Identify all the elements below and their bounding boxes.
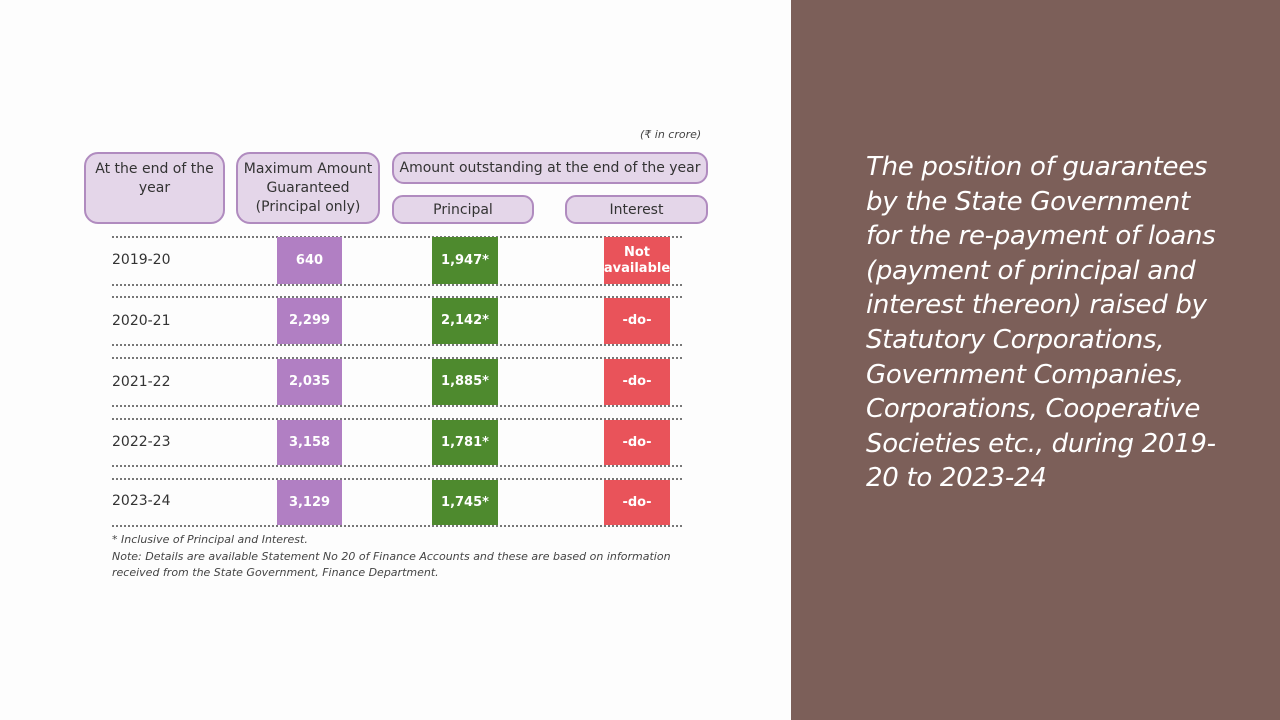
- row-divider: [112, 465, 682, 467]
- header-principal: Principal: [392, 195, 534, 224]
- table-panel: (₹ in crore) At the end of the year Maxi…: [84, 128, 708, 582]
- description-text: The position of guarantees by the State …: [866, 152, 1216, 494]
- row-divider: [112, 357, 682, 359]
- principal-cell: 1,781*: [432, 420, 498, 465]
- footnote-note: Note: Details are available Statement No…: [112, 549, 671, 580]
- row-divider: [112, 236, 682, 238]
- header-max-amount: Maximum Amount Guaranteed (Principal onl…: [236, 152, 380, 224]
- header-interest: Interest: [565, 195, 708, 224]
- row-divider: [112, 405, 682, 407]
- interest-cell: -do-: [604, 420, 670, 465]
- table-footnote: * Inclusive of Principal and Interest. N…: [112, 532, 692, 582]
- principal-cell: 2,142*: [432, 298, 498, 344]
- max-amount-cell: 3,129: [277, 480, 342, 525]
- max-amount-cell: 2,035: [277, 359, 342, 405]
- row-year: 2023-24: [112, 493, 171, 509]
- interest-cell: -do-: [604, 480, 670, 525]
- row-divider: [112, 296, 682, 298]
- max-amount-cell: 3,158: [277, 420, 342, 465]
- row-divider: [112, 525, 682, 527]
- row-year: 2020-21: [112, 313, 171, 329]
- principal-cell: 1,947*: [432, 237, 498, 284]
- footnote-star: * Inclusive of Principal and Interest.: [112, 533, 308, 546]
- interest-cell: -do-: [604, 298, 670, 344]
- row-divider: [112, 344, 682, 346]
- row-divider: [112, 418, 682, 420]
- max-amount-cell: 640: [277, 237, 342, 284]
- row-divider: [112, 478, 682, 480]
- header-amount-outstanding: Amount outstanding at the end of the yea…: [392, 152, 708, 184]
- row-year: 2021-22: [112, 374, 171, 390]
- row-year: 2022-23: [112, 434, 171, 450]
- description-panel: The position of guarantees by the State …: [791, 0, 1280, 720]
- principal-cell: 1,745*: [432, 480, 498, 525]
- max-amount-cell: 2,299: [277, 298, 342, 344]
- row-divider: [112, 284, 682, 286]
- interest-cell: -do-: [604, 359, 670, 405]
- row-year: 2019-20: [112, 252, 171, 268]
- header-year: At the end of the year: [84, 152, 225, 224]
- principal-cell: 1,885*: [432, 359, 498, 405]
- unit-note: (₹ in crore): [640, 128, 702, 141]
- interest-cell: Not available: [604, 237, 670, 284]
